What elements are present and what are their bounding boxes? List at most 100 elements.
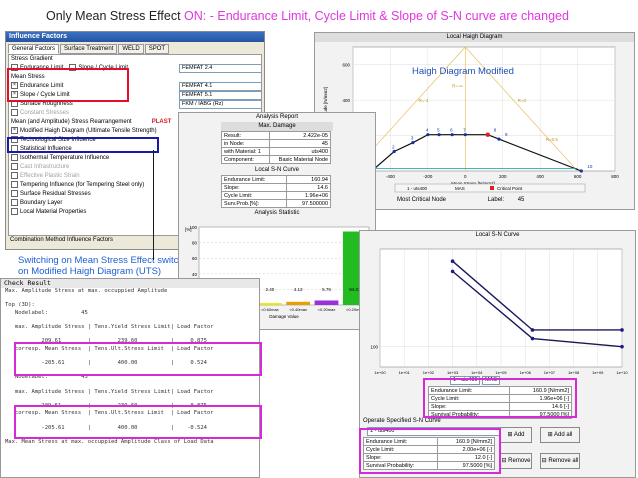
checkbox[interactable] bbox=[11, 181, 18, 188]
stat-bar-value: 5.79 bbox=[322, 287, 331, 292]
haigh-legend-critical: Critical Point bbox=[497, 186, 523, 191]
influence-row[interactable]: Boundary Layer bbox=[11, 199, 261, 208]
check-line: Top (3D): bbox=[5, 302, 35, 309]
check-line: max. Amplitude Stress | Tens.Yield Stres… bbox=[5, 388, 214, 395]
influence-row-label: Effective Plastic Strain bbox=[20, 173, 80, 180]
check-result-title: Check Result bbox=[1, 279, 259, 288]
remove-all-button[interactable]: ⊟ Remove all bbox=[540, 453, 580, 469]
haigh-r-label: R=0.5 bbox=[546, 137, 559, 142]
influence-method-select[interactable]: FKM / IABG (Rz) bbox=[179, 100, 261, 109]
table-cell: Slope: bbox=[220, 183, 288, 192]
haigh-point bbox=[411, 141, 415, 145]
checkbox[interactable] bbox=[11, 154, 18, 161]
checkbox[interactable]: × bbox=[11, 127, 18, 134]
haigh-point-label: 3 bbox=[411, 136, 414, 141]
check-line: corresp. Mean Stress | Tens.Ult.Stress L… bbox=[5, 345, 214, 352]
influence-row[interactable]: Cast Infrastructure bbox=[11, 163, 261, 172]
table-row: Survival Probability: 97.5000 [%] bbox=[363, 461, 496, 470]
most-critical-node-label: Most Critical Node bbox=[397, 197, 447, 203]
checkbox[interactable]: × bbox=[11, 91, 18, 98]
influence-row[interactable]: × Modified Haigh Diagram (Ultimate Tensil… bbox=[11, 127, 261, 136]
influence-row-label: Tempering Influence (for Tempering Steel… bbox=[20, 182, 145, 189]
influence-row[interactable]: Local Material Properties bbox=[11, 208, 261, 217]
analysis-result-table: Result: 2.422e-05 in Node: 45 with Material:… bbox=[221, 131, 332, 164]
stat-x-tick: >0.20max bbox=[346, 307, 364, 312]
annotation-line-1: Switching on Mean Stress Effect switch bbox=[18, 255, 184, 266]
operate-highlight bbox=[359, 428, 501, 474]
tab-spot[interactable]: SPOT bbox=[144, 44, 170, 54]
sn-info-highlight bbox=[423, 378, 577, 418]
add-button-label: Add bbox=[513, 432, 525, 438]
checkbox[interactable] bbox=[11, 64, 18, 71]
checkbox[interactable] bbox=[11, 208, 18, 215]
checkbox[interactable] bbox=[11, 136, 18, 143]
checkbox[interactable]: × bbox=[11, 82, 18, 89]
influence-row[interactable]: × Endurance Limit FEMFAT 4.1 bbox=[11, 82, 261, 91]
check-line: corresp. Mean Stress | Tens.Ult.Stress L… bbox=[5, 410, 214, 417]
stat-bar bbox=[314, 300, 339, 305]
influence-row-label: Modified Haigh Diagram (Ultimate Tensile… bbox=[20, 128, 157, 135]
influence-row-label: Constant Stresses bbox=[20, 110, 70, 117]
table-cell: 2.422e-05 bbox=[268, 131, 332, 140]
remove-button[interactable]: ⊟ Remove bbox=[500, 453, 532, 469]
sn-x-tick: 1e+07 bbox=[544, 370, 556, 375]
influence-row-label: Cast Infrastructure bbox=[20, 164, 70, 171]
influence-method-select[interactable]: FEMFAT 2.4 bbox=[179, 64, 261, 73]
stat-x-label: Damage Value bbox=[269, 314, 299, 319]
analysis-sn-table: Endurance Limit: 160.94 Slope: 14.6 Cycle Li… bbox=[220, 175, 331, 208]
checkbox[interactable] bbox=[69, 64, 77, 71]
status-label-value: 45 bbox=[517, 197, 525, 203]
influence-row[interactable]: Constant Stresses bbox=[11, 109, 261, 118]
influence-method-select[interactable]: FEMFAT 4.1 bbox=[179, 82, 261, 91]
influence-row-label: Local Material Properties bbox=[20, 209, 87, 216]
local-sn-title: Local S-N Curve bbox=[254, 167, 299, 173]
table-row: Slope: 14.6 bbox=[220, 183, 331, 192]
stat-x-tick: <0.20max bbox=[318, 307, 336, 312]
influence-window-title: Influence Factors bbox=[6, 32, 264, 42]
sn-x-tick: 1e+04 bbox=[471, 370, 483, 375]
influence-row[interactable]: × Slope / Cycle Limit FEMFAT 5.1 bbox=[11, 91, 261, 100]
haigh-x-label: Mean Stress [N/mm2] bbox=[451, 181, 495, 186]
sn-legend-mas[interactable]: MAS bbox=[482, 376, 500, 385]
table-cell: 45 bbox=[268, 139, 332, 148]
table-cell: Component: bbox=[221, 155, 270, 164]
influence-row-label: Slope / Cycle Limit bbox=[20, 92, 70, 99]
checkbox[interactable] bbox=[11, 172, 18, 179]
sn-x-tick: 1e+09 bbox=[592, 370, 604, 375]
haigh-legend-uts400: 1 - uts400 bbox=[407, 186, 428, 191]
haigh-r-label: R=-∞ bbox=[452, 84, 463, 89]
checkbox[interactable] bbox=[11, 190, 18, 197]
check-line: 209.61 | 239.60 | 0.875 bbox=[5, 338, 207, 345]
influence-method-select[interactable]: FEMFAT 5.1 bbox=[179, 91, 261, 100]
add-all-button[interactable]: ⊞ Add all bbox=[540, 427, 580, 443]
influence-row: Mean Stress bbox=[11, 73, 261, 82]
haigh-point-label: 2 bbox=[392, 145, 395, 150]
checkbox[interactable] bbox=[11, 163, 18, 170]
table-row: Result: 2.422e-05 bbox=[221, 131, 332, 140]
checkbox[interactable] bbox=[11, 109, 18, 116]
table-cell: uts400 bbox=[268, 147, 332, 156]
add-button[interactable]: ⊞ Add bbox=[500, 427, 532, 443]
influence-row[interactable]: Technological Size Influence bbox=[11, 136, 261, 145]
check-line bbox=[5, 295, 259, 302]
tab-general-factors[interactable]: General Factors bbox=[8, 44, 60, 54]
add-icon: ⊞ bbox=[507, 432, 513, 438]
checkbox[interactable] bbox=[11, 199, 18, 206]
haigh-r-label: R=0 bbox=[518, 98, 527, 103]
sn-legend-uts400[interactable]: 1 - uts400 bbox=[450, 376, 481, 385]
add-all-button-label: Add all bbox=[554, 432, 573, 438]
sn-x-tick: 1e+08 bbox=[568, 370, 580, 375]
haigh-point-label: 9 bbox=[505, 132, 508, 137]
influence-row[interactable]: Tempering Influence (for Tempering Steel… bbox=[11, 181, 261, 190]
annotation-arrow-line bbox=[153, 150, 154, 260]
tab-weld[interactable]: WELD bbox=[118, 44, 144, 54]
tab-surface-treatment[interactable]: Surface Treatment bbox=[60, 44, 118, 54]
stat-y-tick: 80 bbox=[192, 241, 198, 246]
haigh-point bbox=[450, 133, 454, 137]
table-row: Cycle Limit: 2.00e+06 [-] bbox=[363, 445, 496, 454]
influence-row[interactable]: Surface Residual Stresses bbox=[11, 190, 261, 199]
haigh-point-label: 6 bbox=[450, 128, 453, 133]
stat-bar bbox=[257, 303, 282, 305]
influence-row[interactable]: Effective Plastic Strain bbox=[11, 172, 261, 181]
influence-row[interactable]: Isothermal Temperature Influence bbox=[11, 154, 261, 163]
